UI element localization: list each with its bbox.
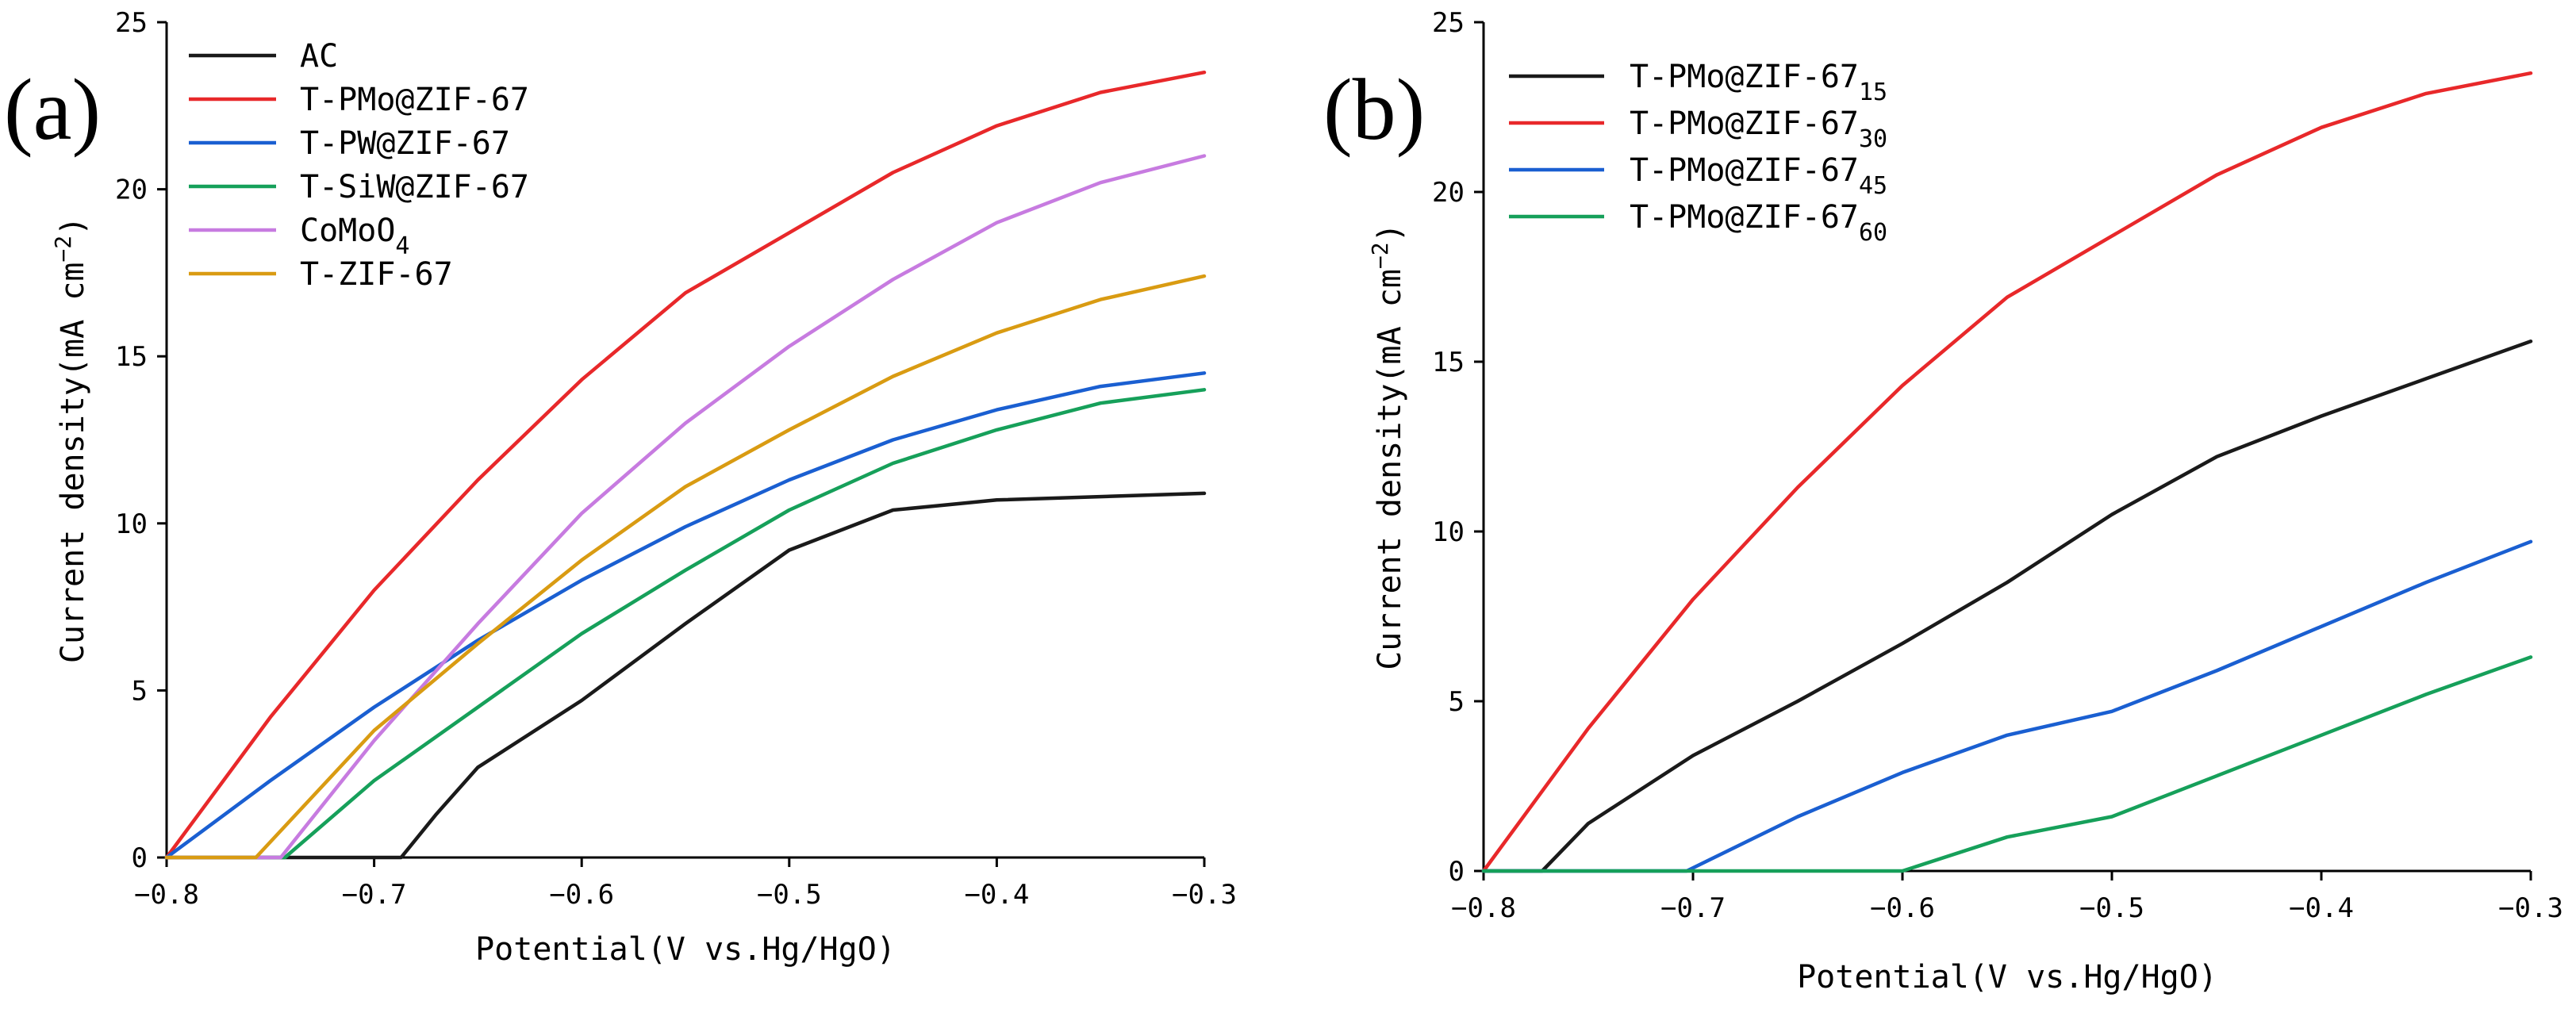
x-tick-label: −0.7 bbox=[342, 879, 407, 911]
legend-label: T-PMo@ZIF-6745 bbox=[1630, 152, 1887, 200]
legend-label-name: CoMoO bbox=[300, 213, 395, 249]
y-tick-label: 15 bbox=[1432, 347, 1465, 378]
panel-label: (a) bbox=[4, 61, 101, 158]
legend-label: T-PMo@ZIF-6760 bbox=[1630, 199, 1887, 247]
x-tick-label: −0.3 bbox=[2498, 892, 2563, 924]
chart-panel-b: (b) −0.8 −0.7 −0.6 −0.5 −0.4 −0.3 0 5 10 15 20 25 Pot… bbox=[1323, 7, 2563, 996]
legend-label: T-SiW@ZIF-67 bbox=[300, 169, 529, 205]
legend-label-name: T-PMo@ZIF-67 bbox=[300, 82, 529, 118]
series-line-2 bbox=[164, 371, 1207, 860]
legend-label-name: T-SiW@ZIF-67 bbox=[300, 169, 529, 205]
legend-label-name: T-ZIF-67 bbox=[300, 256, 453, 293]
legend-label-name: T-PMo@ZIF-67 bbox=[1630, 152, 1859, 189]
legend-label-name: T-PMo@ZIF-67 bbox=[1630, 199, 1859, 236]
y-axis-label-close: ) bbox=[1372, 223, 1408, 242]
legend-label: T-ZIF-67 bbox=[300, 256, 453, 293]
x-tick-label: −0.8 bbox=[134, 879, 199, 911]
legend-label-subscript: 30 bbox=[1859, 125, 1887, 153]
legend-label-name: AC bbox=[300, 38, 338, 75]
y-tick-label: 0 bbox=[132, 842, 148, 874]
legend-label-subscript: 15 bbox=[1859, 79, 1887, 106]
legend-label-subscript: 45 bbox=[1859, 172, 1887, 200]
y-axis-label-text: Current density(mA cm bbox=[1372, 269, 1408, 670]
x-tick-label: −0.4 bbox=[2289, 892, 2354, 924]
series-line-5 bbox=[164, 274, 1207, 860]
x-tick-label: −0.4 bbox=[964, 879, 1029, 911]
x-tick-label: −0.8 bbox=[1451, 892, 1516, 924]
legend-label-name: T-PMo@ZIF-67 bbox=[1630, 59, 1859, 95]
y-tick-label: 20 bbox=[115, 175, 148, 206]
x-tick-label: −0.5 bbox=[757, 879, 822, 911]
y-axis-label-exponent: −2 bbox=[50, 236, 76, 263]
series-line-2 bbox=[1481, 539, 2533, 873]
y-tick-label: 5 bbox=[132, 675, 148, 707]
series-line-3 bbox=[1481, 655, 2533, 873]
series-line-1 bbox=[164, 70, 1207, 860]
series-line-0 bbox=[164, 491, 1207, 860]
legend-label: T-PMo@ZIF-67 bbox=[300, 82, 529, 118]
y-axis-label-text: Current density(mA cm bbox=[55, 263, 91, 664]
x-tick-label: −0.6 bbox=[549, 879, 614, 911]
y-axis-label-close: ) bbox=[55, 217, 91, 236]
legend-label-subscript: 4 bbox=[395, 232, 409, 260]
series-line-4 bbox=[164, 154, 1207, 860]
series-line-3 bbox=[164, 388, 1207, 860]
legend-label: CoMoO4 bbox=[300, 213, 409, 260]
legend-label-subscript: 60 bbox=[1859, 219, 1887, 247]
y-axis-label-exponent: −2 bbox=[1367, 242, 1393, 269]
y-tick-label: 25 bbox=[115, 7, 148, 39]
y-tick-label: 0 bbox=[1449, 856, 1465, 888]
y-axis-label: Current density(mA cm−2) bbox=[1367, 223, 1408, 670]
x-tick-label: −0.3 bbox=[1172, 879, 1237, 911]
x-tick-label: −0.6 bbox=[1870, 892, 1935, 924]
x-axis-label: Potential(V vs.Hg/HgO) bbox=[1797, 959, 2217, 996]
chart-panel-a: (a) −0.8 −0.7 −0.6 −0.5 −0.4 −0.3 0 5 10 15 20 25 Pot… bbox=[4, 7, 1237, 968]
legend-label: T-PW@ZIF-67 bbox=[300, 125, 510, 162]
y-axis-label: Current density(mA cm−2) bbox=[50, 217, 91, 664]
x-axis-label: Potential(V vs.Hg/HgO) bbox=[475, 931, 896, 968]
y-tick-label: 20 bbox=[1432, 177, 1465, 209]
legend-label-name: T-PMo@ZIF-67 bbox=[1630, 106, 1859, 142]
series-line-1 bbox=[1481, 71, 2533, 873]
legend-label: T-PMo@ZIF-6730 bbox=[1630, 106, 1887, 153]
series-line-0 bbox=[1481, 340, 2533, 873]
legend-label: T-PMo@ZIF-6715 bbox=[1630, 59, 1887, 106]
x-tick-label: −0.5 bbox=[2079, 892, 2144, 924]
y-tick-label: 10 bbox=[115, 508, 148, 540]
y-tick-label: 25 bbox=[1432, 7, 1465, 39]
legend-label: AC bbox=[300, 38, 338, 75]
y-tick-label: 15 bbox=[115, 341, 148, 373]
y-tick-label: 10 bbox=[1432, 516, 1465, 548]
panel-label: (b) bbox=[1323, 61, 1425, 158]
legend-label-name: T-PW@ZIF-67 bbox=[300, 125, 510, 162]
y-tick-label: 5 bbox=[1449, 686, 1465, 718]
x-tick-label: −0.7 bbox=[1660, 892, 1726, 924]
